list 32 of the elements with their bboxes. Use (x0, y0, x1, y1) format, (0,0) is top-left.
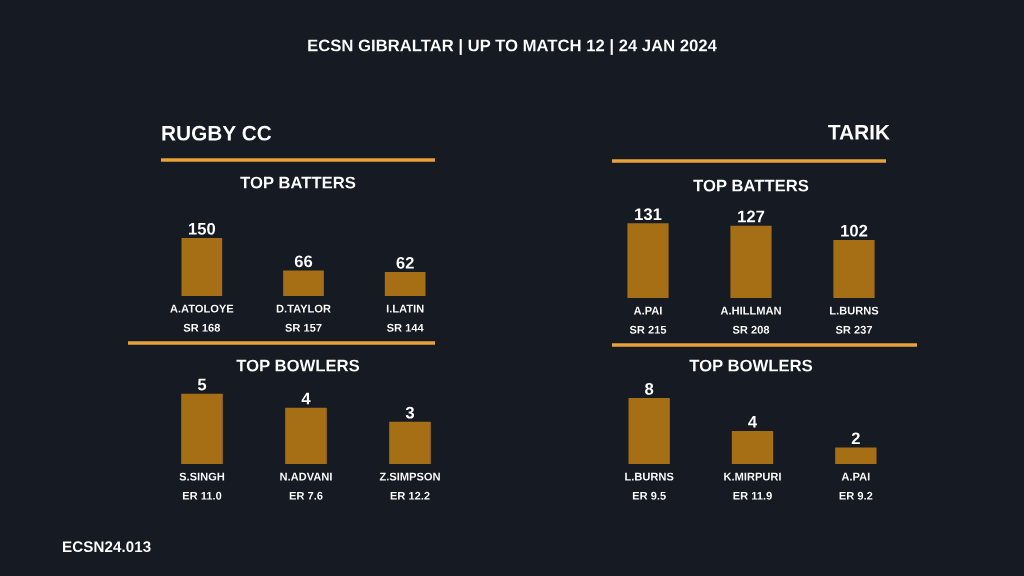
x-tick-label: L.BURNS SR 237 (830, 306, 879, 334)
data-label: 150 (188, 222, 216, 235)
chart-title: TARIK (828, 125, 890, 140)
data-label: 131 (635, 208, 662, 221)
x-tick-label: Z.SIMPSON ER 12.2 (379, 472, 440, 500)
x-tick-label: A.PAI ER 9.2 (839, 472, 873, 500)
x-tick-label: A.ATOLOYE SR 168 (170, 304, 234, 332)
data-label: 127 (738, 210, 765, 223)
data-label: 8 (645, 382, 654, 395)
x-tick-label: D.TAYLOR SR 157 (276, 304, 331, 332)
chart-subtitle: TOP BATTERS (240, 176, 356, 189)
data-label: 3 (405, 406, 415, 419)
text: ECSN GIBRALTAR | UP TO MATCH 12 | 24 JAN 2024 (308, 39, 717, 55)
x-tick-label: K.MIRPURI ER 11.9 (724, 472, 781, 500)
data-label: 5 (197, 378, 207, 391)
x-tick-label: A.PAI SR 215 (629, 306, 667, 334)
x-tick-label: N.ADVANI ER 7.6 (280, 472, 332, 500)
chart-title: RUGBY CC (162, 125, 272, 141)
x-tick-label: S.SINGH ER 11.0 (179, 472, 225, 500)
data-label: 2 (851, 432, 860, 445)
chart-title: TOP BOWLERS (689, 359, 813, 372)
data-label: 4 (748, 416, 758, 428)
chart-subtitle: TOP BATTERS (693, 179, 809, 192)
data-label: 4 (301, 392, 311, 405)
data-label: 66 (294, 255, 313, 268)
data-label: 102 (841, 224, 868, 237)
x-tick-label: L.BURNS ER 9.5 (625, 472, 674, 500)
x-tick-label: I.LATIN SR 144 (386, 304, 424, 332)
x-tick-label: A.HILLMAN SR 208 (720, 306, 781, 334)
chart-title: TOP BOWLERS (236, 359, 360, 372)
data-label: 62 (396, 256, 414, 269)
text: ECSN24.013 (63, 541, 151, 553)
